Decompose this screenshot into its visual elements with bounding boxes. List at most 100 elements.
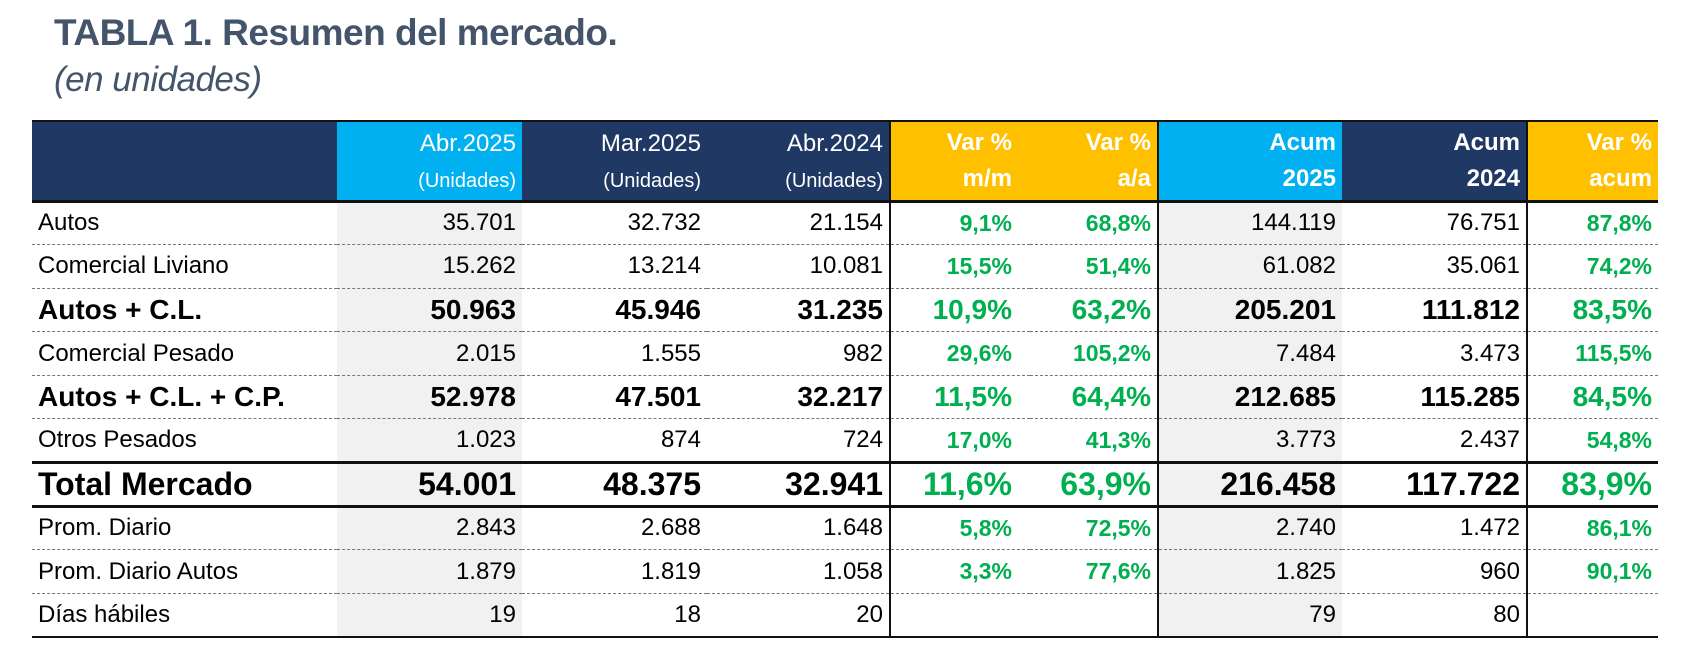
cell-abr2025: 52.978 [337, 375, 522, 420]
header-abr2024: Abr.2024 (Unidades) [707, 120, 891, 203]
cell-var-aa: 72,5% [1030, 506, 1158, 551]
cell-acum2024: 80 [1342, 593, 1527, 638]
header-var-aa: Var % a/a [1030, 120, 1159, 203]
header-row: Abr.2025 (Unidades) Mar.2025 (Unidades) … [32, 120, 1658, 203]
header-text: Acum [1453, 128, 1520, 156]
row-label: Otros Pesados [32, 418, 337, 465]
cell-acum2024: 960 [1342, 549, 1527, 594]
cell-abr2024: 1.648 [707, 506, 890, 551]
header-acum2024: Acum 2024 [1342, 120, 1528, 203]
cell-abr2024: 10.081 [707, 244, 890, 289]
cell-acum2024: 2.437 [1342, 418, 1527, 465]
table-row: Comercial Liviano 15.262 13.214 10.081 15,5%… [32, 244, 1658, 289]
table-title: TABLA 1. Resumen del mercado. [54, 12, 618, 53]
cell-acum2025: 1.825 [1157, 549, 1342, 594]
cell-mar2025: 32.732 [522, 201, 707, 246]
cell-acum2025: 2.740 [1157, 506, 1342, 551]
cell-var-mm: 9,1% [889, 201, 1030, 246]
cell-acum2024: 1.472 [1342, 506, 1527, 551]
row-label: Días hábiles [32, 593, 337, 638]
cell-acum2024: 3.473 [1342, 331, 1527, 376]
cell-abr2024: 724 [707, 418, 890, 465]
header-text: Abr.2024 [786, 129, 883, 157]
cell-var-aa: 63,9% [1030, 462, 1158, 508]
cell-var-acum: 87,8% [1526, 201, 1658, 246]
header-text: Abr.2025 [419, 129, 516, 157]
cell-mar2025: 2.688 [522, 506, 707, 551]
cell-var-aa: 105,2% [1030, 331, 1158, 376]
header-unit: (Unidades) [603, 169, 701, 192]
cell-abr2024: 1.058 [707, 549, 890, 594]
cell-mar2025: 45.946 [522, 288, 707, 333]
cell-var-acum [1526, 593, 1658, 638]
cell-var-mm: 29,6% [889, 331, 1030, 376]
cell-var-aa: 51,4% [1030, 244, 1158, 289]
table-row: Autos + C.L. 50.963 45.946 31.235 10,9% 63,2%… [32, 288, 1658, 333]
cell-mar2025: 1.819 [522, 549, 707, 594]
cell-abr2024: 31.235 [707, 288, 890, 333]
cell-var-acum: 115,5% [1526, 331, 1658, 376]
header-var-mm: Var % m/m [890, 120, 1030, 203]
cell-var-aa: 68,8% [1030, 201, 1158, 246]
cell-var-acum: 84,5% [1526, 375, 1658, 420]
cell-var-aa: 64,4% [1030, 375, 1158, 420]
cell-var-mm: 10,9% [889, 288, 1030, 333]
cell-mar2025: 13.214 [522, 244, 707, 289]
cell-var-acum: 83,9% [1526, 462, 1658, 508]
cell-acum2024: 117.722 [1342, 462, 1527, 508]
header-text: Var % [946, 128, 1012, 156]
row-label: Autos + C.L. [32, 288, 337, 333]
header-unit: a/a [1117, 164, 1151, 192]
cell-var-acum: 86,1% [1526, 506, 1658, 551]
header-unit: (Unidades) [785, 169, 883, 192]
cell-var-mm: 3,3% [889, 549, 1030, 594]
cell-var-mm: 15,5% [889, 244, 1030, 289]
cell-abr2025: 35.701 [337, 201, 522, 246]
cell-abr2025: 50.963 [337, 288, 522, 333]
table-row: Días hábiles 19 18 20 79 80 [32, 593, 1658, 638]
cell-var-aa: 41,3% [1030, 418, 1158, 465]
cell-abr2024: 32.217 [707, 375, 890, 420]
header-unit: 2024 [1466, 164, 1520, 192]
cell-acum2024: 111.812 [1342, 288, 1527, 333]
header-acum2025: Acum 2025 [1158, 120, 1342, 203]
row-label: Comercial Pesado [32, 331, 337, 376]
header-var-acum: Var % acum [1527, 120, 1658, 203]
table-row: Prom. Diario Autos 1.879 1.819 1.058 3,3% 77,… [32, 549, 1658, 594]
row-label: Prom. Diario Autos [32, 549, 337, 594]
cell-abr2024: 21.154 [707, 201, 890, 246]
header-unit: acum [1589, 164, 1652, 192]
row-label: Prom. Diario [32, 506, 337, 551]
cell-abr2025: 19 [337, 593, 522, 638]
cell-abr2025: 54.001 [337, 462, 522, 508]
row-label: Autos [32, 201, 337, 246]
cell-abr2025: 2.843 [337, 506, 522, 551]
cell-acum2025: 144.119 [1157, 201, 1342, 246]
cell-var-mm: 5,8% [889, 506, 1030, 551]
cell-var-mm [889, 593, 1030, 638]
market-summary-table: Abr.2025 (Unidades) Mar.2025 (Unidades) … [32, 120, 1658, 638]
cell-acum2025: 61.082 [1157, 244, 1342, 289]
row-label: Total Mercado [32, 462, 337, 508]
cell-mar2025: 874 [522, 418, 707, 465]
header-label [32, 120, 337, 203]
cell-abr2025: 15.262 [337, 244, 522, 289]
cell-abr2024: 982 [707, 331, 890, 376]
cell-abr2025: 2.015 [337, 331, 522, 376]
cell-acum2025: 205.201 [1157, 288, 1342, 333]
table-row: Comercial Pesado 2.015 1.555 982 29,6% 105,2%… [32, 331, 1658, 376]
cell-var-mm: 11,6% [889, 462, 1030, 508]
cell-var-acum: 74,2% [1526, 244, 1658, 289]
header-unit: 2025 [1282, 164, 1336, 192]
cell-var-mm: 11,5% [889, 375, 1030, 420]
cell-acum2024: 115.285 [1342, 375, 1527, 420]
cell-abr2024: 32.941 [707, 462, 890, 508]
cell-acum2025: 79 [1157, 593, 1342, 638]
header-abr2025: Abr.2025 (Unidades) [337, 120, 522, 203]
header-text: Mar.2025 [600, 129, 701, 157]
cell-mar2025: 1.555 [522, 331, 707, 376]
cell-acum2025: 7.484 [1157, 331, 1342, 376]
cell-acum2024: 76.751 [1342, 201, 1527, 246]
cell-var-aa: 77,6% [1030, 549, 1158, 594]
table-row: Autos 35.701 32.732 21.154 9,1% 68,8% 144.119 7… [32, 201, 1658, 246]
